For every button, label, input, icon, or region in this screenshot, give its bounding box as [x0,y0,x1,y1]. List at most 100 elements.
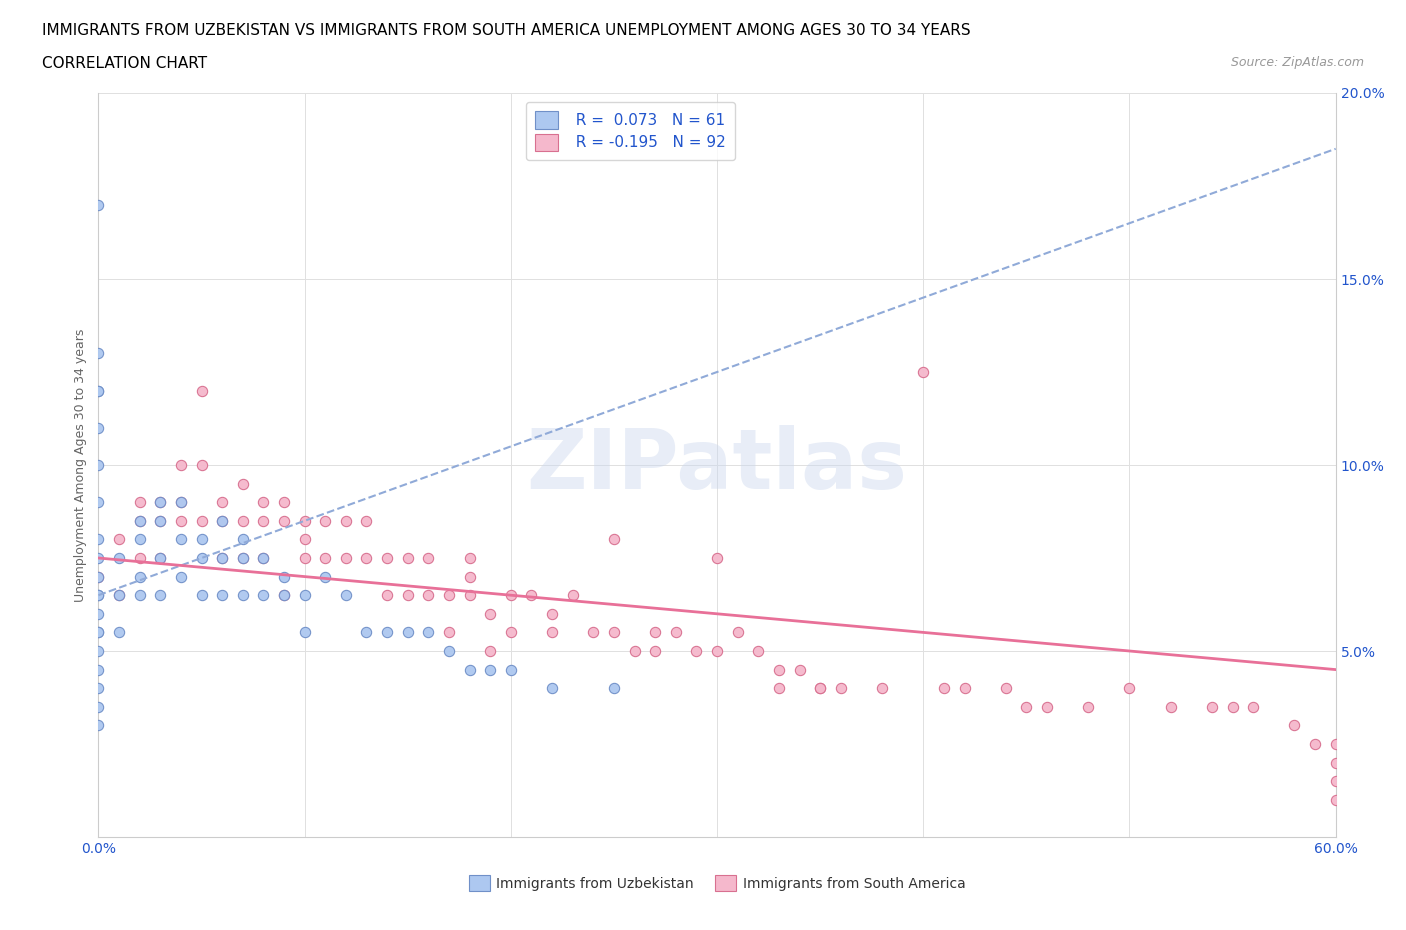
Point [149,588,172,603]
Point [232,513,254,528]
Point [273,495,295,510]
Point [252,495,274,510]
Point [418,551,440,565]
Point [1201,699,1223,714]
Point [252,513,274,528]
Text: IMMIGRANTS FROM UZBEKISTAN VS IMMIGRANTS FROM SOUTH AMERICA UNEMPLOYMENT AMONG A: IMMIGRANTS FROM UZBEKISTAN VS IMMIGRANTS… [42,23,970,38]
Point [87,625,110,640]
Point [273,588,295,603]
Point [232,588,254,603]
Point [1324,737,1347,751]
Point [994,681,1017,696]
Point [418,625,440,640]
Point [1241,699,1264,714]
Point [108,625,131,640]
Point [356,551,378,565]
Point [314,551,336,565]
Point [170,458,193,472]
Point [541,606,564,621]
Point [87,495,110,510]
Point [808,681,831,696]
Point [499,588,522,603]
Point [87,383,110,398]
Point [128,569,150,584]
Point [458,551,481,565]
Point [87,625,110,640]
Point [128,495,150,510]
Point [149,551,172,565]
Point [211,551,233,565]
Point [232,551,254,565]
Point [211,551,233,565]
Point [747,644,769,658]
Point [87,346,110,361]
Point [252,551,274,565]
Point [128,513,150,528]
Point [644,644,666,658]
Point [953,681,976,696]
Point [706,644,728,658]
Point [273,569,295,584]
Point [1284,718,1306,733]
Point [768,662,790,677]
Point [541,681,564,696]
Point [170,495,193,510]
Point [87,551,110,565]
Point [458,588,481,603]
Point [190,532,212,547]
Point [149,495,172,510]
Point [479,662,502,677]
Point [128,513,150,528]
Point [149,513,172,528]
Point [479,644,502,658]
Point [108,588,131,603]
Point [211,588,233,603]
Point [87,569,110,584]
Point [87,569,110,584]
Point [170,495,193,510]
Text: CORRELATION CHART: CORRELATION CHART [42,56,207,71]
Point [768,681,790,696]
Point [458,662,481,677]
Point [211,513,233,528]
Point [87,458,110,472]
Text: ZIPatlas: ZIPatlas [527,424,907,506]
Point [1160,699,1182,714]
Point [375,551,398,565]
Point [1324,755,1347,770]
Point [87,699,110,714]
Point [396,588,419,603]
Point [603,625,626,640]
Point [541,625,564,640]
Point [87,718,110,733]
Point [685,644,707,658]
Point [314,569,336,584]
Point [252,588,274,603]
Point [211,513,233,528]
Point [644,625,666,640]
Point [190,551,212,565]
Point [170,513,193,528]
Point [128,588,150,603]
Point [1036,699,1059,714]
Point [603,532,626,547]
Point [623,644,645,658]
Point [273,513,295,528]
Point [335,551,357,565]
Point [582,625,605,640]
Point [294,513,316,528]
Y-axis label: Unemployment Among Ages 30 to 34 years: Unemployment Among Ages 30 to 34 years [75,328,87,602]
Point [870,681,893,696]
Point [232,532,254,547]
Point [190,458,212,472]
Point [294,532,316,547]
Point [190,588,212,603]
Point [706,551,728,565]
Point [87,420,110,435]
Point [1222,699,1244,714]
Point [294,551,316,565]
Point [727,625,749,640]
Point [108,532,131,547]
Point [149,551,172,565]
Point [789,662,811,677]
